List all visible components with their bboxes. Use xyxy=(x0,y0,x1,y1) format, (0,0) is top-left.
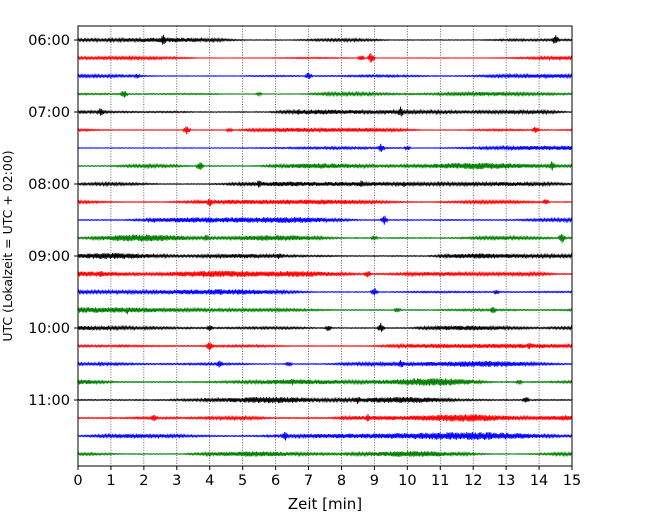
trace-09:15 xyxy=(77,270,573,278)
y-axis: 06:00 07:00 08:00 09:00 10:00 11:00 xyxy=(28,33,78,409)
x-tick-label: 8 xyxy=(337,473,346,489)
trace-11:00 xyxy=(77,396,573,404)
trace-06:30 xyxy=(77,72,573,80)
x-tick-label: 2 xyxy=(139,473,148,489)
trace-10:45 xyxy=(77,378,573,386)
y-tick-label: 10:00 xyxy=(28,321,70,337)
trace-09:00 xyxy=(77,252,573,260)
x-tick-label: 12 xyxy=(464,473,482,489)
trace-group xyxy=(77,34,573,458)
x-tick-label: 1 xyxy=(106,473,115,489)
y-tick-label: 09:00 xyxy=(28,249,70,265)
y-tick-label: 06:00 xyxy=(28,33,70,49)
x-axis-label: Zeit [min] xyxy=(288,495,362,513)
trace-07:00 xyxy=(77,106,573,117)
plot-frame xyxy=(77,25,573,467)
x-tick-label: 15 xyxy=(563,473,581,489)
trace-11:15 xyxy=(77,413,573,422)
trace-10:30 xyxy=(77,360,573,368)
trace-07:30 xyxy=(77,143,573,152)
y-tick-label: 11:00 xyxy=(28,393,70,409)
x-tick-label: 6 xyxy=(271,473,280,489)
x-tick-label: 5 xyxy=(238,473,247,489)
trace-11:30 xyxy=(77,431,573,441)
x-tick-label: 7 xyxy=(304,473,313,489)
trace-07:45 xyxy=(77,161,573,171)
x-tick-label: 9 xyxy=(370,473,379,489)
x-axis: 0 1 2 3 4 5 6 7 8 9 10 11 12 13 14 15 xyxy=(73,466,581,489)
trace-06:45 xyxy=(77,90,573,98)
trace-10:15 xyxy=(77,342,573,351)
trace-08:30 xyxy=(77,215,573,225)
trace-09:30 xyxy=(77,288,573,296)
trace-08:45 xyxy=(77,233,573,244)
x-tick-label: 13 xyxy=(497,473,515,489)
trace-08:15 xyxy=(77,198,573,207)
x-tick-label: 3 xyxy=(172,473,181,489)
x-tick-label: 4 xyxy=(205,473,214,489)
y-axis-label: UTC (Lokalzeit = UTC + 02:00) xyxy=(0,150,15,341)
x-tick-label: 10 xyxy=(398,473,416,489)
x-tick-label: 11 xyxy=(431,473,449,489)
y-tick-label: 07:00 xyxy=(28,105,70,121)
trace-06:15 xyxy=(77,52,573,63)
trace-10:00 xyxy=(77,323,573,332)
x-tick-label: 0 xyxy=(73,473,82,489)
y-tick-label: 08:00 xyxy=(28,177,70,193)
x-tick-label: 14 xyxy=(530,473,548,489)
trace-09:45 xyxy=(77,306,573,315)
trace-11:45 xyxy=(77,450,573,458)
trace-08:00 xyxy=(77,180,573,188)
vertical-grid xyxy=(110,26,540,466)
trace-07:15 xyxy=(77,126,573,135)
trace-06:00 xyxy=(77,34,573,45)
